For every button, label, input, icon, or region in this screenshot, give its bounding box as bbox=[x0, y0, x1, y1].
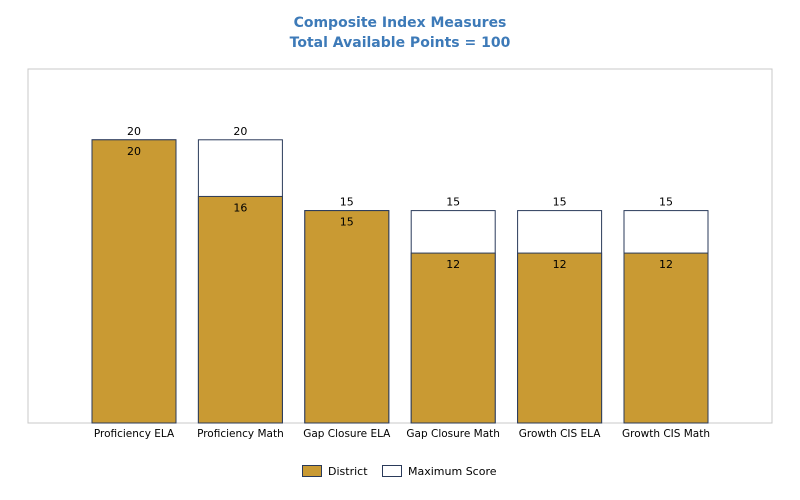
legend-item-maximum-score: Maximum Score bbox=[382, 463, 497, 479]
x-tick-label-growth-cis-ela: Growth CIS ELA bbox=[519, 428, 601, 440]
chart-subtitle: Total Available Points = 100 bbox=[289, 35, 511, 51]
label-district-gap-closure-ela: 15 bbox=[340, 216, 354, 229]
label-maximum-score-proficiency-math: 20 bbox=[233, 125, 247, 138]
bar-district-growth-cis-ela bbox=[517, 252, 603, 424]
x-tick-label-proficiency-math: Proficiency Math bbox=[197, 428, 284, 440]
label-maximum-score-growth-cis-ela: 15 bbox=[553, 196, 567, 209]
label-district-proficiency-ela: 20 bbox=[127, 145, 141, 158]
bar-district-growth-cis-math bbox=[623, 252, 709, 424]
label-district-growth-cis-ela: 12 bbox=[553, 258, 567, 271]
x-tick-label-proficiency-ela: Proficiency ELA bbox=[94, 428, 175, 440]
bar-district-gap-closure-math bbox=[410, 252, 496, 424]
plot-frame bbox=[27, 68, 773, 424]
bar-district-proficiency-math bbox=[197, 195, 283, 424]
label-maximum-score-proficiency-ela: 20 bbox=[127, 125, 141, 138]
chart-title: Composite Index Measures bbox=[293, 15, 507, 31]
legend-swatch-district bbox=[302, 465, 322, 477]
label-district-growth-cis-math: 12 bbox=[659, 258, 673, 271]
label-district-gap-closure-math: 12 bbox=[446, 258, 460, 271]
label-maximum-score-gap-closure-ela: 15 bbox=[340, 196, 354, 209]
legend-label-district: District bbox=[328, 464, 368, 478]
x-tick-label-gap-closure-ela: Gap Closure ELA bbox=[303, 428, 391, 440]
label-maximum-score-growth-cis-math: 15 bbox=[659, 196, 673, 209]
legend-label-maximum-score: Maximum Score bbox=[408, 464, 497, 478]
label-maximum-score-gap-closure-math: 15 bbox=[446, 196, 460, 209]
label-district-proficiency-math: 16 bbox=[233, 201, 247, 214]
legend-swatch-maximum-score bbox=[382, 465, 402, 477]
x-tick-label-growth-cis-math: Growth CIS Math bbox=[622, 428, 710, 440]
legend-item-district: District bbox=[302, 463, 368, 479]
x-tick-label-gap-closure-math: Gap Closure Math bbox=[406, 428, 500, 440]
bar-district-proficiency-ela bbox=[91, 139, 177, 424]
bar-district-gap-closure-ela bbox=[304, 210, 390, 424]
